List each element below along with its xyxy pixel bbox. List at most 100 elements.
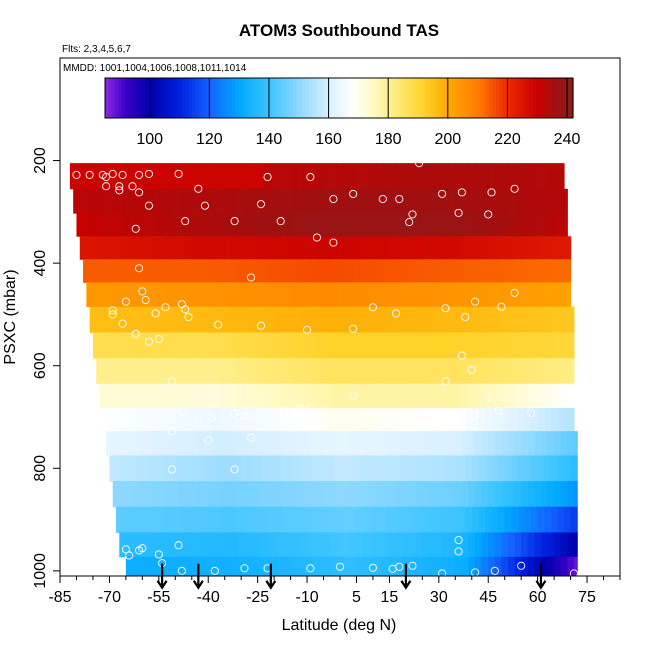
heatmap-cell <box>399 306 407 333</box>
heatmap-cell <box>554 332 562 359</box>
heatmap-cell <box>89 306 97 333</box>
heatmap-cell <box>521 163 529 190</box>
colorbar-cell <box>242 78 246 118</box>
heatmap-cell <box>260 213 269 237</box>
heatmap-cell <box>468 431 476 456</box>
heatmap-cell <box>478 358 486 385</box>
heatmap-cell <box>504 408 512 432</box>
heatmap-cell <box>349 431 358 456</box>
heatmap-cell <box>396 431 404 456</box>
heatmap-cell <box>320 213 328 237</box>
heatmap-cell <box>336 556 344 576</box>
observation-marker <box>181 305 190 314</box>
heatmap-cell <box>484 213 493 237</box>
heatmap-cell <box>224 188 232 214</box>
observation-marker <box>144 169 153 178</box>
heatmap-cell <box>392 259 400 283</box>
observation-marker <box>303 325 312 334</box>
heatmap-cell <box>244 383 252 409</box>
heatmap-cell <box>333 306 341 333</box>
heatmap-cell <box>432 259 440 283</box>
colorbar-cell <box>275 78 280 118</box>
heatmap-cell <box>221 506 229 533</box>
heatmap-cell <box>251 481 259 508</box>
heatmap-cell <box>465 306 473 333</box>
heatmap-cell <box>547 282 555 308</box>
heatmap-cell <box>511 213 519 237</box>
heatmap-cell <box>320 408 328 432</box>
colorbar-cell <box>536 78 541 118</box>
heatmap-cell <box>442 282 450 308</box>
heatmap-cell <box>475 163 483 190</box>
heatmap-cell <box>313 506 321 533</box>
colorbar-cell <box>482 78 487 118</box>
heatmap-cell <box>129 358 137 385</box>
heatmap-cell <box>297 282 305 308</box>
heatmap-cell <box>494 532 503 558</box>
heatmap-cell <box>178 481 186 508</box>
heatmap-cell <box>310 236 318 260</box>
heatmap-cell <box>514 481 522 508</box>
heatmap-cell <box>112 188 120 214</box>
heatmap-cell <box>527 532 535 558</box>
heatmap-cell <box>155 408 163 432</box>
heatmap-cell <box>218 383 226 409</box>
heatmap-cell <box>109 408 117 432</box>
heatmap-cell <box>481 188 489 214</box>
heatmap-cell <box>514 532 522 558</box>
heatmap-cell <box>112 481 120 508</box>
heatmap-cell <box>307 506 315 533</box>
heatmap-cell <box>264 282 272 308</box>
heatmap-cell <box>116 213 124 237</box>
heatmap-cell <box>303 163 311 190</box>
heatmap-cell <box>491 455 499 482</box>
heatmap-cell <box>508 163 516 190</box>
heatmap-cell <box>419 213 427 237</box>
heatmap-cell <box>422 532 430 558</box>
heatmap-cell <box>218 532 226 558</box>
heatmap-cell <box>316 282 325 308</box>
heatmap-cell <box>422 383 430 409</box>
heatmap-cell <box>73 188 81 214</box>
heatmap-cell <box>531 306 539 333</box>
colorbar-cell <box>115 78 119 118</box>
heatmap-cell <box>251 431 259 456</box>
heatmap-cell <box>531 358 539 385</box>
heatmap-cell <box>241 259 249 283</box>
heatmap-cell <box>237 556 246 576</box>
heatmap-cell <box>326 408 335 432</box>
heatmap-cell <box>524 259 532 283</box>
heatmap-cell <box>330 188 338 214</box>
colorbar-cell <box>181 78 186 118</box>
heatmap-cell <box>234 306 242 333</box>
heatmap-cell <box>488 431 496 456</box>
heatmap-cell <box>264 188 272 214</box>
observation-marker <box>454 536 463 545</box>
heatmap-cell <box>267 213 275 237</box>
heatmap-cell <box>313 358 321 385</box>
heatmap-cell <box>517 213 526 237</box>
heatmap-cell <box>326 259 335 283</box>
heatmap-cell <box>471 506 479 533</box>
colorbar-cell <box>248 78 253 118</box>
observation-marker <box>395 562 404 571</box>
heatmap-cell <box>79 236 87 260</box>
colorbar-cell <box>562 78 567 118</box>
heatmap-cell <box>125 556 134 576</box>
heatmap-cell <box>221 163 229 190</box>
heatmap-cell <box>511 358 519 385</box>
heatmap-cell <box>148 213 157 237</box>
heatmap-cell <box>260 163 265 190</box>
heatmap-cell <box>109 259 117 283</box>
heatmap-cell <box>313 408 321 432</box>
heatmap-cell <box>419 408 427 432</box>
heatmap-cell <box>247 455 255 482</box>
heatmap-cell <box>139 481 147 508</box>
x-tick-label: 15 <box>381 589 399 606</box>
colorbar-cell <box>546 78 551 118</box>
heatmap-cell <box>389 188 397 214</box>
heatmap-cell <box>399 408 407 432</box>
colorbar-cell <box>399 78 404 118</box>
heatmap-cell <box>366 306 374 333</box>
heatmap-cell <box>175 163 183 190</box>
